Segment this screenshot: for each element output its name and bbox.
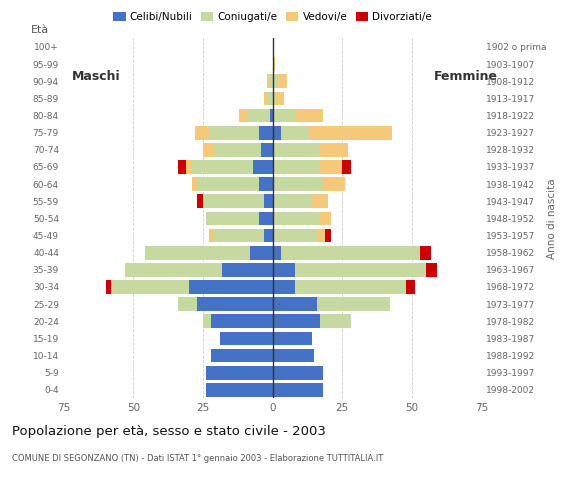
Bar (209, 126, 259, 140)
Bar (125, 263, 223, 276)
Bar (273, 228, 317, 242)
Bar (322, 177, 345, 191)
Bar (317, 228, 325, 242)
Text: Età: Età (30, 25, 49, 35)
Bar (192, 177, 197, 191)
Bar (144, 246, 251, 260)
Bar (211, 314, 273, 328)
Bar (420, 246, 432, 260)
Bar (264, 92, 267, 105)
Bar (273, 92, 275, 105)
Text: Femmine: Femmine (434, 70, 498, 83)
Bar (211, 348, 273, 362)
Bar (273, 280, 295, 294)
Bar (311, 194, 328, 208)
Bar (281, 126, 309, 140)
Bar (197, 177, 259, 191)
Bar (192, 160, 253, 174)
Bar (273, 297, 317, 311)
Bar (273, 194, 311, 208)
Bar (273, 160, 320, 174)
Bar (111, 280, 189, 294)
Bar (209, 228, 214, 242)
Bar (197, 297, 273, 311)
Bar (309, 126, 392, 140)
Bar (178, 297, 197, 311)
Text: Maschi: Maschi (72, 70, 121, 83)
Bar (273, 263, 295, 276)
Bar (273, 177, 322, 191)
Bar (325, 228, 331, 242)
Bar (273, 383, 322, 396)
Bar (264, 194, 273, 208)
Bar (281, 246, 420, 260)
Bar (273, 57, 275, 71)
Bar (273, 108, 295, 122)
Bar (273, 348, 314, 362)
Text: COMUNE DI SEGONZANO (TN) - Dati ISTAT 1° gennaio 2003 - Elaborazione TUTTITALIA.: COMUNE DI SEGONZANO (TN) - Dati ISTAT 1°… (12, 454, 383, 463)
Bar (264, 228, 273, 242)
Bar (273, 143, 320, 156)
Bar (206, 212, 259, 225)
Bar (320, 212, 331, 225)
Bar (206, 383, 273, 396)
Bar (276, 92, 284, 105)
Bar (273, 246, 281, 260)
Bar (273, 126, 281, 140)
Bar (273, 314, 320, 328)
Bar (295, 280, 406, 294)
Text: Popolazione per età, sesso e stato civile - 2003: Popolazione per età, sesso e stato civil… (12, 425, 325, 438)
Bar (203, 194, 264, 208)
Bar (253, 160, 273, 174)
Bar (426, 263, 437, 276)
Bar (189, 280, 273, 294)
Bar (259, 126, 273, 140)
Bar (248, 108, 270, 122)
Bar (106, 280, 111, 294)
Bar (273, 74, 278, 88)
Bar (273, 212, 320, 225)
Bar (342, 160, 350, 174)
Bar (267, 74, 270, 88)
Y-axis label: Anno di nascita: Anno di nascita (548, 178, 557, 259)
Bar (197, 194, 203, 208)
Bar (214, 228, 264, 242)
Bar (317, 297, 390, 311)
Bar (320, 160, 342, 174)
Bar (223, 263, 273, 276)
Bar (259, 212, 273, 225)
Bar (270, 108, 273, 122)
Bar (295, 108, 322, 122)
Bar (259, 177, 273, 191)
Bar (178, 160, 186, 174)
Bar (406, 280, 415, 294)
Bar (278, 74, 287, 88)
Bar (214, 143, 262, 156)
Bar (270, 74, 273, 88)
Bar (195, 126, 209, 140)
Bar (239, 108, 248, 122)
Bar (273, 332, 311, 345)
Bar (295, 263, 426, 276)
Bar (203, 314, 211, 328)
Bar (262, 143, 273, 156)
Bar (267, 92, 273, 105)
Bar (206, 366, 273, 380)
Bar (320, 314, 350, 328)
Bar (251, 246, 273, 260)
Bar (203, 143, 214, 156)
Legend: Celibi/Nubili, Coniugati/e, Vedovi/e, Divorziati/e: Celibi/Nubili, Coniugati/e, Vedovi/e, Di… (109, 8, 436, 26)
Bar (186, 160, 192, 174)
Bar (220, 332, 273, 345)
Bar (320, 143, 348, 156)
Bar (273, 366, 322, 380)
